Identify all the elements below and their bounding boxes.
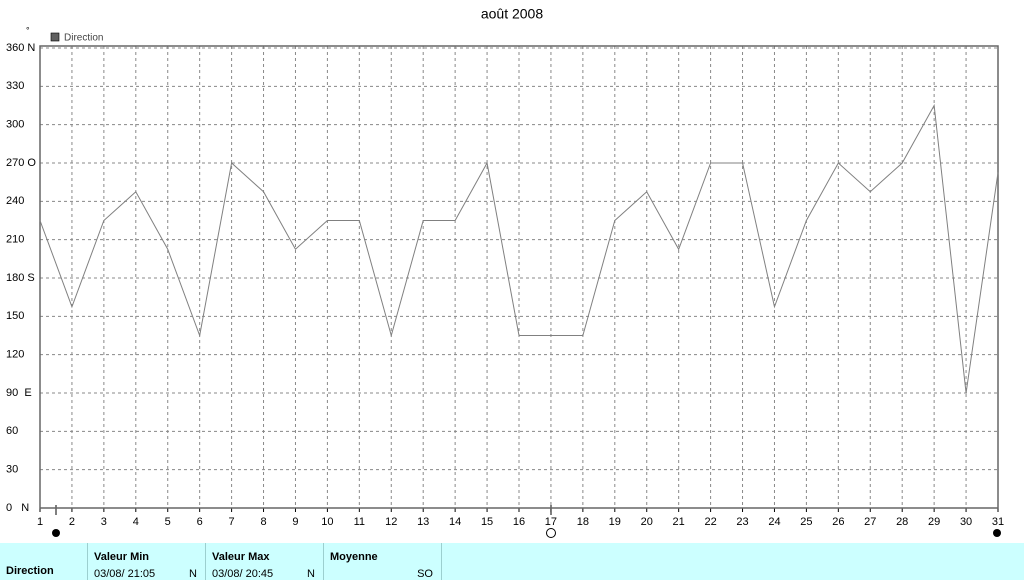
legend-label: Direction bbox=[64, 33, 103, 44]
y-tick-label: 30 bbox=[6, 464, 18, 476]
chart-title: août 2008 bbox=[481, 6, 543, 22]
moon-markers bbox=[52, 505, 1001, 538]
x-tick-label: 13 bbox=[417, 516, 429, 528]
x-tick-label: 4 bbox=[133, 516, 139, 528]
row-label-cell: Direction bbox=[0, 543, 88, 580]
y-tick-label: 330 bbox=[6, 80, 24, 92]
date: 03/08/ 21:05 bbox=[94, 568, 156, 580]
y-tick-label: 270 O bbox=[6, 157, 36, 169]
x-tick-label: 17 bbox=[545, 516, 557, 528]
x-tick-label: 16 bbox=[513, 516, 525, 528]
y-unit: ° bbox=[26, 25, 30, 35]
x-tick-label: 7 bbox=[229, 516, 235, 528]
x-tick-label: 8 bbox=[260, 516, 266, 528]
x-tick-label: 22 bbox=[704, 516, 716, 528]
marker-circle bbox=[546, 528, 556, 538]
x-tick-label: 18 bbox=[577, 516, 589, 528]
y-tick-label: 240 bbox=[6, 195, 24, 207]
cell: Moyenne SO bbox=[324, 543, 442, 580]
y-tick-label: 300 bbox=[6, 119, 24, 131]
y-tick-label: 60 bbox=[6, 425, 18, 437]
x-tick-label: 30 bbox=[960, 516, 972, 528]
marker-dot bbox=[993, 529, 1001, 537]
x-tick-label: 6 bbox=[197, 516, 203, 528]
dir: SO bbox=[417, 568, 433, 580]
header: Valeur Min bbox=[94, 551, 150, 563]
date: 03/08/ 20:45 bbox=[212, 568, 274, 580]
y-tick-label: 360 N bbox=[6, 42, 35, 54]
x-tick-label: 10 bbox=[321, 516, 333, 528]
y-tick-label: 90 E bbox=[6, 387, 32, 399]
y-tick-label: 210 bbox=[6, 234, 24, 246]
x-tick-label: 31 bbox=[992, 516, 1004, 528]
data-line bbox=[39, 103, 999, 394]
summary-table: Direction Valeur Min 03/08/ 21:05 N Valeur… bbox=[0, 543, 1024, 580]
cell: Valeur Max 03/08/ 20:45 N bbox=[206, 543, 324, 580]
x-tick-label: 27 bbox=[864, 516, 876, 528]
cell: Valeur Min 03/08/ 21:05 N bbox=[88, 543, 206, 580]
x-tick-label: 20 bbox=[641, 516, 653, 528]
x-tick-label: 24 bbox=[768, 516, 780, 528]
x-tick-label: 25 bbox=[800, 516, 812, 528]
x-tick-label: 19 bbox=[609, 516, 621, 528]
x-tick-label: 29 bbox=[928, 516, 940, 528]
y-tick-label: 180 S bbox=[6, 272, 35, 284]
x-tick-label: 26 bbox=[832, 516, 844, 528]
x-tick-label: 3 bbox=[101, 516, 107, 528]
x-tick-label: 9 bbox=[292, 516, 298, 528]
plot-frame bbox=[39, 45, 999, 509]
x-tick-label: 23 bbox=[736, 516, 748, 528]
legend-swatch bbox=[50, 32, 60, 42]
x-tick-label: 21 bbox=[673, 516, 685, 528]
x-tick-label: 11 bbox=[354, 516, 365, 528]
x-tick-label: 28 bbox=[896, 516, 908, 528]
marker-dot bbox=[52, 529, 60, 537]
header: Valeur Max bbox=[212, 551, 270, 563]
header: Moyenne bbox=[330, 551, 378, 563]
x-tick-label: 14 bbox=[449, 516, 461, 528]
x-tick-label: 15 bbox=[481, 516, 493, 528]
x-tick-label: 2 bbox=[69, 516, 75, 528]
y-tick-label: 120 bbox=[6, 349, 24, 361]
y-tick-label: 150 bbox=[6, 310, 24, 322]
x-tick-label: 1 bbox=[37, 516, 43, 528]
dir: N bbox=[307, 568, 315, 580]
row-label: Direction bbox=[6, 565, 54, 577]
y-tick-label: 0 N bbox=[6, 502, 29, 514]
dir: N bbox=[189, 568, 197, 580]
x-tick-label: 5 bbox=[165, 516, 171, 528]
x-tick-label: 12 bbox=[385, 516, 397, 528]
